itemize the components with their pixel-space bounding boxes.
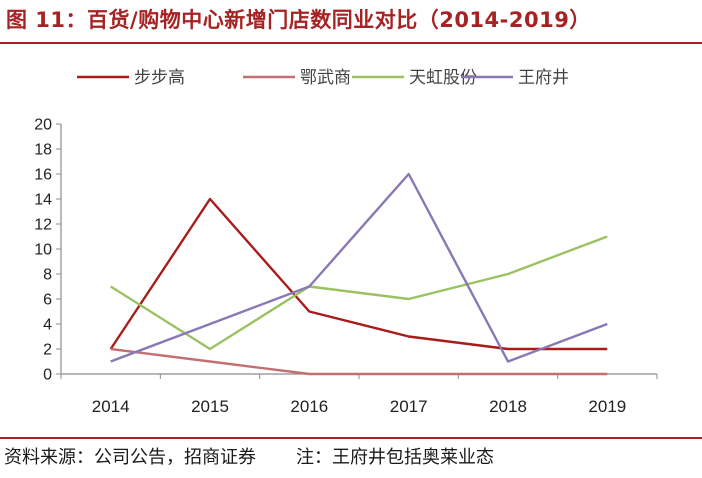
series-line-王府井 <box>110 172 608 363</box>
y-tick-label: 20 <box>34 117 52 134</box>
legend-label: 鄂武商 <box>300 68 351 88</box>
source-note: 资料来源：公司公告，招商证券 <box>4 447 256 468</box>
legend-label: 天虹股份 <box>409 68 477 88</box>
x-tick-label: 2019 <box>588 397 626 416</box>
y-tick-label: 16 <box>34 167 52 184</box>
x-tick-label: 2018 <box>489 397 527 416</box>
series-lines <box>109 172 608 376</box>
series-line-鄂武商 <box>110 347 608 376</box>
series-line-步步高 <box>109 197 608 351</box>
y-tick-label: 8 <box>43 267 52 284</box>
legend-label: 王府井 <box>518 68 569 88</box>
chart-note: 注：王府井包括奥莱业态 <box>296 447 494 468</box>
title-divider <box>0 42 702 44</box>
y-tick-label: 10 <box>34 242 52 259</box>
y-tick-label: 12 <box>34 217 52 234</box>
y-tick-label: 0 <box>43 367 52 384</box>
chart-title: 图 11：百货/购物中心新增门店数同业对比（2014-2019） <box>6 8 591 32</box>
x-tick-label: 2016 <box>290 397 328 416</box>
series-line-天虹股份 <box>110 235 608 351</box>
footer-divider <box>0 437 702 439</box>
y-tick-label: 18 <box>34 142 52 159</box>
y-tick-label: 2 <box>43 342 52 359</box>
x-tick-label: 2014 <box>92 397 130 416</box>
legend-label: 步步高 <box>134 68 185 88</box>
y-tick-label: 14 <box>34 192 52 209</box>
y-tick-label: 6 <box>43 292 52 309</box>
x-tick-label: 2017 <box>390 397 428 416</box>
legend: 步步高 鄂武商 天虹股份 王府井 <box>77 68 569 88</box>
y-tick-label: 4 <box>43 317 52 334</box>
x-tick-label: 2015 <box>191 397 229 416</box>
footer: 资料来源：公司公告，招商证券 注：王府井包括奥莱业态 <box>4 443 494 469</box>
axes: 0 2 4 6 8 10 12 14 16 18 20 2014 2015 2016 2017 2018 201… <box>34 117 658 416</box>
